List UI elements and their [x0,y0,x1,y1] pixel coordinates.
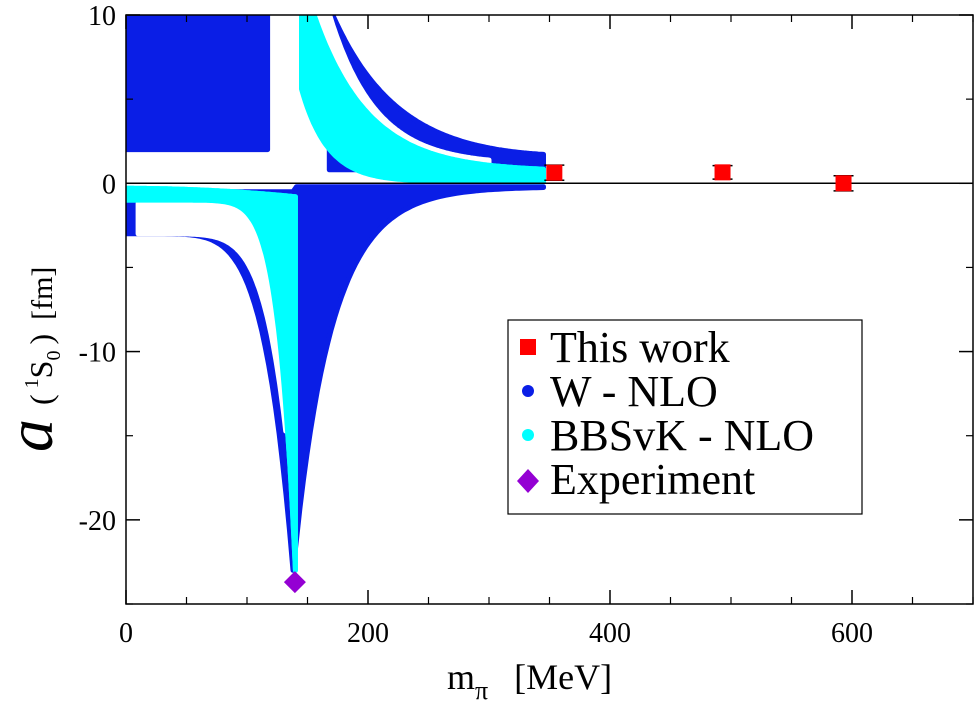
legend-marker-this-work [520,339,536,355]
y-tick-label: 10 [88,1,116,32]
y-axis-close: ) [23,334,59,345]
y-tick-label: -10 [79,338,116,369]
y-axis-symbol: a [0,419,67,452]
legend-label-this-work: This work [550,323,730,372]
legend-label-bbsvk-nlo: BBSvK - NLO [550,411,814,460]
y-axis-letter: S [23,361,59,379]
this-work-point [835,175,852,192]
y-axis-unit: [fm] [26,267,59,320]
w-nlo-band-upper-left [126,15,271,153]
data-points [283,164,854,594]
y-axis-superscript: 1 [21,378,43,388]
legend-marker-bbsvk-nlo [522,429,534,441]
svg-text:a(1S0)[fm]: a (1S0) [fm] [0,267,67,452]
x-tick-label: 400 [589,618,631,649]
legend-label-w-nlo: W - NLO [550,367,718,416]
legend: This work W - NLO BBSvK - NLO Experiment [507,319,863,515]
this-work-point [546,164,563,181]
x-axis-label: mπ [MeV] [447,657,612,705]
axis-ticks: 0 200 400 600 10 0 -10 -20 [79,1,974,649]
x-axis-subscript: π [475,676,488,705]
legend-marker-w-nlo [522,385,534,397]
legend-marker-experiment [517,469,539,493]
x-tick-label: 0 [119,618,133,649]
experiment-point [283,571,306,594]
x-axis-symbol: m [447,657,475,697]
legend-box [507,319,863,515]
y-tick-label: -20 [79,506,116,537]
x-tick-label: 200 [347,618,389,649]
bbsvk-band-upper-overlay [299,15,546,185]
x-axis-unit: [MeV] [514,657,612,697]
x-tick-label: 600 [831,618,873,649]
bbsvk-band-lower-overlay [126,185,298,573]
this-work-point [714,164,731,181]
y-axis-label: a (1S0) [fm] [0,267,67,452]
nlo-bands [126,15,546,573]
legend-label-experiment: Experiment [550,455,755,504]
y-tick-label: 0 [102,169,116,200]
y-axis-subscript: 0 [43,351,65,361]
y-axis-open: ( [23,394,59,405]
w-nlo-band-lower [126,184,546,573]
